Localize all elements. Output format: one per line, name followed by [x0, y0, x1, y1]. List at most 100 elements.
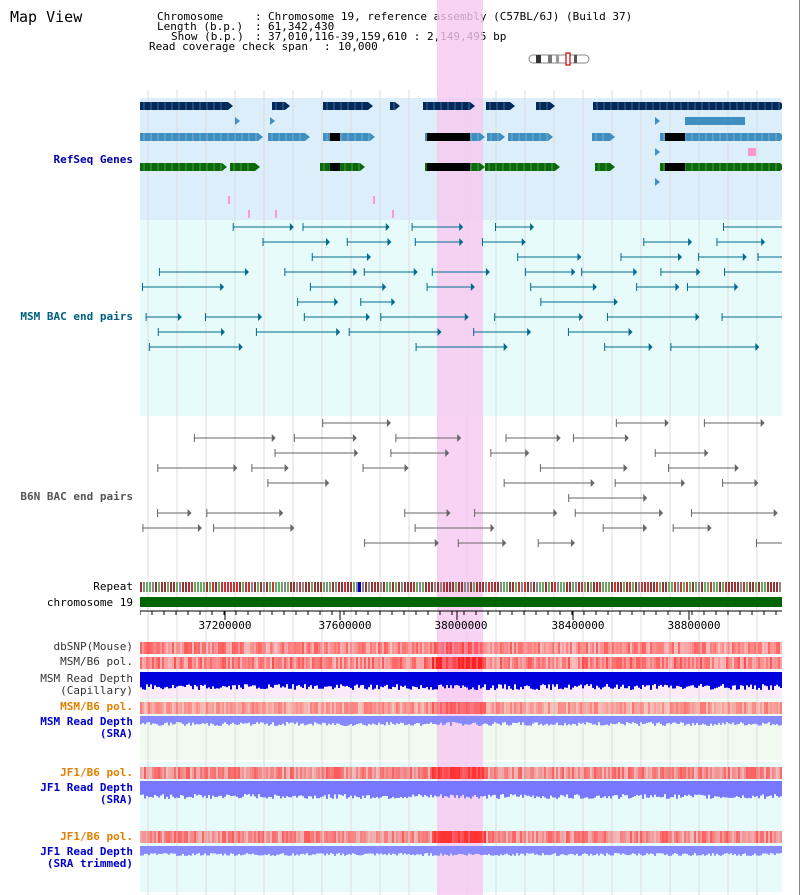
jf1-pol2-strip: [146, 831, 148, 843]
jf1-depth-trim-bar: [254, 846, 256, 855]
dbsnp-strip: [340, 642, 342, 654]
jf1-depth-trim-bar: [274, 846, 276, 856]
jf1-depth-sra-bar: [384, 781, 386, 797]
dbsnp-strip: [544, 642, 546, 654]
jf1-depth-trim-bar: [302, 846, 304, 854]
jf1-depth-trim-bar: [642, 846, 644, 856]
msm-pol2-strip: [714, 702, 716, 714]
dbsnp-strip: [206, 642, 208, 654]
msm-depth-cap-bar: [328, 672, 330, 687]
msm-depth-cap-bar: [656, 672, 658, 689]
msm-depth-cap-bar: [342, 672, 344, 686]
jf1-depth-trim-bar: [758, 846, 760, 856]
msm-pol2-strip: [164, 702, 166, 714]
jf1-depth-trim-bar: [640, 846, 642, 855]
msm-pol-strip: [726, 657, 728, 669]
msm-depth-sra-bar: [416, 716, 418, 724]
jf1-pol-strip: [268, 767, 270, 779]
track-label-b6n-bac[interactable]: B6N BAC end pairs: [20, 490, 133, 503]
repeat-mark: [548, 582, 550, 592]
dbsnp-strip: [300, 642, 302, 654]
track-label-refseq[interactable]: RefSeq Genes: [53, 153, 133, 166]
msm-bac-pair-arrow: [238, 343, 243, 351]
jf1-depth-trim-bar: [510, 846, 512, 856]
msm-pol-strip: [222, 657, 224, 669]
repeat-mark: [269, 582, 271, 592]
msm-depth-sra-bar: [420, 716, 422, 726]
msm-depth-sra-bar: [702, 716, 704, 724]
jf1-depth-trim-bar: [180, 846, 182, 856]
msm-depth-cap-bar: [242, 672, 244, 690]
msm-pol2-strip: [490, 702, 492, 714]
msm-pol-strip: [396, 657, 398, 669]
jf1-depth-trim-bar: [714, 846, 716, 856]
track-label-jf1-pol2[interactable]: JF1/B6 pol.: [60, 830, 133, 843]
msm-depth-sra-bar: [550, 716, 552, 725]
jf1-pol-strip: [622, 767, 624, 779]
jf1-pol2-strip: [410, 831, 412, 843]
track-label-jf1-pol[interactable]: JF1/B6 pol.: [60, 766, 133, 779]
repeat-mark: [467, 582, 469, 592]
track-label-jf1-depth-trim-1[interactable]: JF1 Read Depth: [40, 845, 133, 858]
repeat-mark: [254, 582, 256, 592]
jf1-depth-trim-bar: [454, 846, 456, 855]
jf1-pol2-strip: [200, 831, 202, 843]
dbsnp-strip: [200, 642, 202, 654]
dbsnp-strip: [426, 642, 428, 654]
jf1-pol2-strip: [326, 831, 328, 843]
msm-depth-cap-bar: [248, 672, 250, 687]
msm-pol2-strip: [494, 702, 496, 714]
dbsnp-strip: [140, 642, 142, 654]
dbsnp-strip: [444, 642, 446, 654]
b6n-bac-pair-arrow: [290, 524, 295, 532]
track-canvas[interactable]: [140, 0, 782, 895]
msm-pol-strip: [192, 657, 194, 669]
msm-pol-strip: [570, 657, 572, 669]
msm-depth-sra-bar: [168, 716, 170, 726]
jf1-depth-sra-bar: [742, 781, 744, 796]
dbsnp-strip: [384, 642, 386, 654]
track-label-msm-depth-sra-1[interactable]: MSM Read Depth: [40, 715, 133, 728]
msm-pol-strip: [454, 657, 456, 669]
jf1-depth-trim-bar: [558, 846, 560, 856]
msm-depth-cap-bar: [334, 672, 336, 688]
msm-pol2-strip: [508, 702, 510, 714]
header-sep-2: :: [255, 20, 262, 33]
jf1-depth-trim-bar: [542, 846, 544, 854]
track-label-chromosome[interactable]: chromosome 19: [46, 596, 133, 609]
msm-pol-strip: [238, 657, 240, 669]
repeat-mark: [557, 582, 559, 592]
track-label-msm-bac[interactable]: MSM BAC end pairs: [20, 310, 133, 323]
jf1-pol2-strip: [144, 831, 146, 843]
repeat-mark: [563, 582, 565, 592]
dbsnp-strip: [660, 642, 662, 654]
jf1-pol-strip: [646, 767, 648, 779]
track-label-jf1-depth-sra-1[interactable]: JF1 Read Depth: [40, 781, 133, 794]
msm-depth-sra-bar: [190, 716, 192, 726]
msm-depth-cap-bar: [484, 672, 486, 685]
track-label-repeat[interactable]: Repeat: [93, 580, 133, 593]
track-label-msm-pol[interactable]: MSM/B6 pol.: [60, 655, 133, 668]
track-label-msm-pol2[interactable]: MSM/B6 pol.: [60, 700, 133, 713]
msm-pol-strip: [696, 657, 698, 669]
track-label-dbsnp[interactable]: dbSNP(Mouse): [53, 640, 133, 653]
msm-pol-strip: [360, 657, 362, 669]
msm-pol-strip: [668, 657, 670, 669]
jf1-depth-trim-bar: [526, 846, 528, 854]
msm-depth-sra-bar: [362, 716, 364, 725]
dbsnp-strip: [214, 642, 216, 654]
track-label-msm-depth-cap-1[interactable]: MSM Read Depth: [40, 672, 133, 685]
msm-depth-sra-bar: [198, 716, 200, 725]
jf1-depth-trim-bar: [394, 846, 396, 855]
repeat-mark: [305, 582, 307, 592]
jf1-pol-strip: [578, 767, 580, 779]
dbsnp-strip: [568, 642, 570, 654]
dbsnp-strip: [774, 642, 776, 654]
msm-depth-cap-bar: [592, 672, 594, 688]
msm-pol2-strip: [568, 702, 570, 714]
jf1-pol-strip: [230, 767, 232, 779]
repeat-mark: [779, 582, 781, 592]
chromosome-ideogram[interactable]: [528, 52, 592, 66]
jf1-depth-trim-bar: [234, 846, 236, 856]
jf1-pol2-strip: [158, 831, 160, 843]
